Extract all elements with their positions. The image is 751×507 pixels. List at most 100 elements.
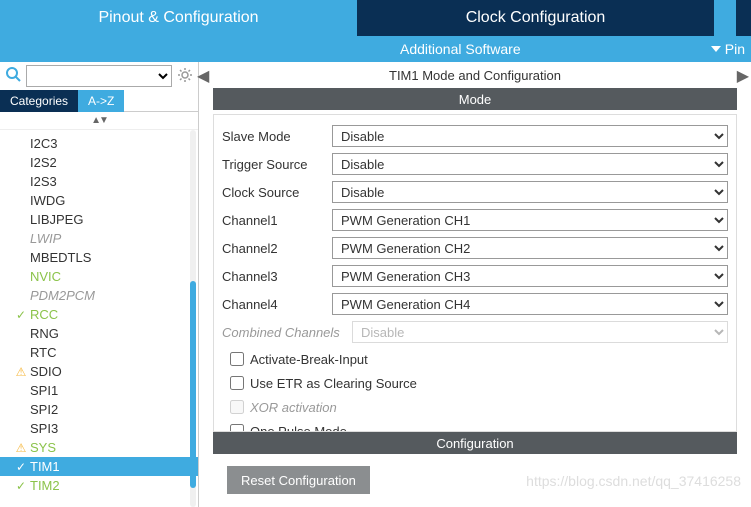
- updown-icon: ▲▼: [91, 115, 107, 126]
- form-label: Channel3: [222, 269, 332, 284]
- tab-categories[interactable]: Categories: [0, 90, 78, 112]
- select-trigger-source[interactable]: Disable: [332, 153, 728, 175]
- tree-item-label: SPI1: [30, 383, 58, 398]
- check-icon: ✓: [14, 308, 28, 322]
- tab-next[interactable]: [736, 0, 751, 36]
- tab-clock[interactable]: Clock Configuration: [357, 0, 714, 36]
- tree-item-sdio[interactable]: ⚠SDIO: [0, 362, 198, 381]
- reset-configuration-button[interactable]: Reset Configuration: [227, 466, 370, 494]
- tree-item-label: SPI3: [30, 421, 58, 436]
- tree-item-label: I2S3: [30, 174, 57, 189]
- form-label: Channel2: [222, 241, 332, 256]
- pinout-view-toggle[interactable]: Pin: [711, 41, 745, 57]
- warning-icon: ⚠: [14, 365, 28, 379]
- form-row-combined: Combined ChannelsDisable: [222, 319, 728, 345]
- tree-item-nvic[interactable]: NVIC: [0, 267, 198, 286]
- mode-header: Mode: [213, 88, 737, 110]
- form-label: Combined Channels: [222, 325, 352, 340]
- main: Categories A->Z ▲▼ I2C3I2S2 I2S3 IWDG LIBJP…: [0, 62, 751, 507]
- checkbox-label: XOR activation: [250, 400, 337, 415]
- warning-icon: ⚠: [14, 441, 28, 455]
- tree-item-label: SPI2: [30, 402, 58, 417]
- form-row: Trigger SourceDisable: [222, 151, 728, 177]
- tree-item-label: RCC: [30, 307, 58, 322]
- checkbox-use-etr-as-clearing-source[interactable]: [230, 376, 244, 390]
- tree-item-i2s3[interactable]: I2S3: [0, 172, 198, 191]
- checkbox-label: Activate-Break-Input: [250, 352, 368, 367]
- form-label: Channel4: [222, 297, 332, 312]
- top-tabs: Pinout & Configuration Clock Configurati…: [0, 0, 751, 36]
- configuration-body: Reset Configuration: [213, 458, 737, 494]
- expand-collapse-toggle[interactable]: ▲▼: [0, 112, 198, 130]
- select-channel2[interactable]: PWM Generation CH2: [332, 237, 728, 259]
- tab-pinout[interactable]: Pinout & Configuration: [0, 0, 357, 36]
- configuration-header: Configuration: [213, 432, 737, 454]
- tree-item-sys[interactable]: ⚠SYS: [0, 438, 198, 457]
- tree-item-label: LWIP: [30, 231, 61, 246]
- tree-item-lwip[interactable]: LWIP: [0, 229, 198, 248]
- gear-icon[interactable]: [176, 67, 194, 86]
- tree-item-mbedtls[interactable]: MBEDTLS: [0, 248, 198, 267]
- check-row: Activate-Break-Input: [222, 347, 728, 371]
- tree-item-i2c3[interactable]: I2C3: [0, 134, 198, 153]
- checkbox-one-pulse-mode[interactable]: [230, 424, 244, 432]
- tree-item-libjpeg[interactable]: LIBJPEG: [0, 210, 198, 229]
- tree-item-label: SYS: [30, 440, 56, 455]
- form-row: Channel3PWM Generation CH3: [222, 263, 728, 289]
- select-clock-source[interactable]: Disable: [332, 181, 728, 203]
- tree-item-spi1[interactable]: SPI1: [0, 381, 198, 400]
- cat-tabs-spacer: [124, 90, 198, 112]
- check-row: One Pulse Mode: [222, 419, 728, 432]
- form-row: Channel1PWM Generation CH1: [222, 207, 728, 233]
- tree-item-label: LIBJPEG: [30, 212, 83, 227]
- select-channel3[interactable]: PWM Generation CH3: [332, 265, 728, 287]
- search-row: [0, 62, 198, 90]
- form-label: Clock Source: [222, 185, 332, 200]
- checkbox-activate-break-input[interactable]: [230, 352, 244, 366]
- tree-item-tim2[interactable]: ✓TIM2: [0, 476, 198, 495]
- tree-item-label: NVIC: [30, 269, 61, 284]
- search-input[interactable]: [26, 65, 172, 87]
- select-slave-mode[interactable]: Disable: [332, 125, 728, 147]
- category-tabs: Categories A->Z: [0, 90, 198, 112]
- tree-item-rcc[interactable]: ✓RCC: [0, 305, 198, 324]
- search-icon[interactable]: [4, 66, 22, 87]
- tree-item-spi2[interactable]: SPI2: [0, 400, 198, 419]
- tree-item-label: RTC: [30, 345, 56, 360]
- tree-item-label: RNG: [30, 326, 59, 341]
- pinout-view-label: Pin: [725, 41, 745, 57]
- content-panel: ◀ ▶ TIM1 Mode and Configuration Mode Sla…: [199, 62, 751, 507]
- form-row: Channel4PWM Generation CH4: [222, 291, 728, 317]
- additional-software-link[interactable]: Additional Software: [400, 41, 521, 57]
- form-row: Slave ModeDisable: [222, 123, 728, 149]
- checkbox-label: Use ETR as Clearing Source: [250, 376, 417, 391]
- tree-item-i2s2[interactable]: I2S2: [0, 153, 198, 172]
- checkbox-label: One Pulse Mode: [250, 424, 347, 433]
- select-channel4[interactable]: PWM Generation CH4: [332, 293, 728, 315]
- select-channel1[interactable]: PWM Generation CH1: [332, 209, 728, 231]
- tree-item-tim1[interactable]: ✓TIM1: [0, 457, 198, 476]
- select-combined-channels: Disable: [352, 321, 728, 343]
- peripheral-tree: I2C3I2S2 I2S3 IWDG LIBJPEG LWIP MBEDTLS NVIC PD…: [0, 130, 198, 507]
- form-row: Channel2PWM Generation CH2: [222, 235, 728, 261]
- tree-item-spi3[interactable]: SPI3: [0, 419, 198, 438]
- check-row: XOR activation: [222, 395, 728, 419]
- tree-item-label: SDIO: [30, 364, 62, 379]
- tree-item-label: MBEDTLS: [30, 250, 91, 265]
- tree-item-label: PDM2PCM: [30, 288, 95, 303]
- tree-item-rng[interactable]: RNG: [0, 324, 198, 343]
- tree-item-pdm2pcm[interactable]: PDM2PCM: [0, 286, 198, 305]
- chevron-down-icon: [711, 46, 721, 52]
- form-label: Channel1: [222, 213, 332, 228]
- form-row: Clock SourceDisable: [222, 179, 728, 205]
- mode-body: Slave ModeDisableTrigger SourceDisableCl…: [213, 114, 737, 432]
- tree-item-label: TIM1: [30, 459, 60, 474]
- sub-bar: Additional Software Pin: [0, 36, 751, 62]
- tree-item-rtc[interactable]: RTC: [0, 343, 198, 362]
- tree-item-label: IWDG: [30, 193, 65, 208]
- sidebar: Categories A->Z ▲▼ I2C3I2S2 I2S3 IWDG LIBJP…: [0, 62, 199, 507]
- checkbox-xor-activation: [230, 400, 244, 414]
- check-icon: ✓: [14, 479, 28, 493]
- tree-item-iwdg[interactable]: IWDG: [0, 191, 198, 210]
- tab-az[interactable]: A->Z: [78, 90, 124, 112]
